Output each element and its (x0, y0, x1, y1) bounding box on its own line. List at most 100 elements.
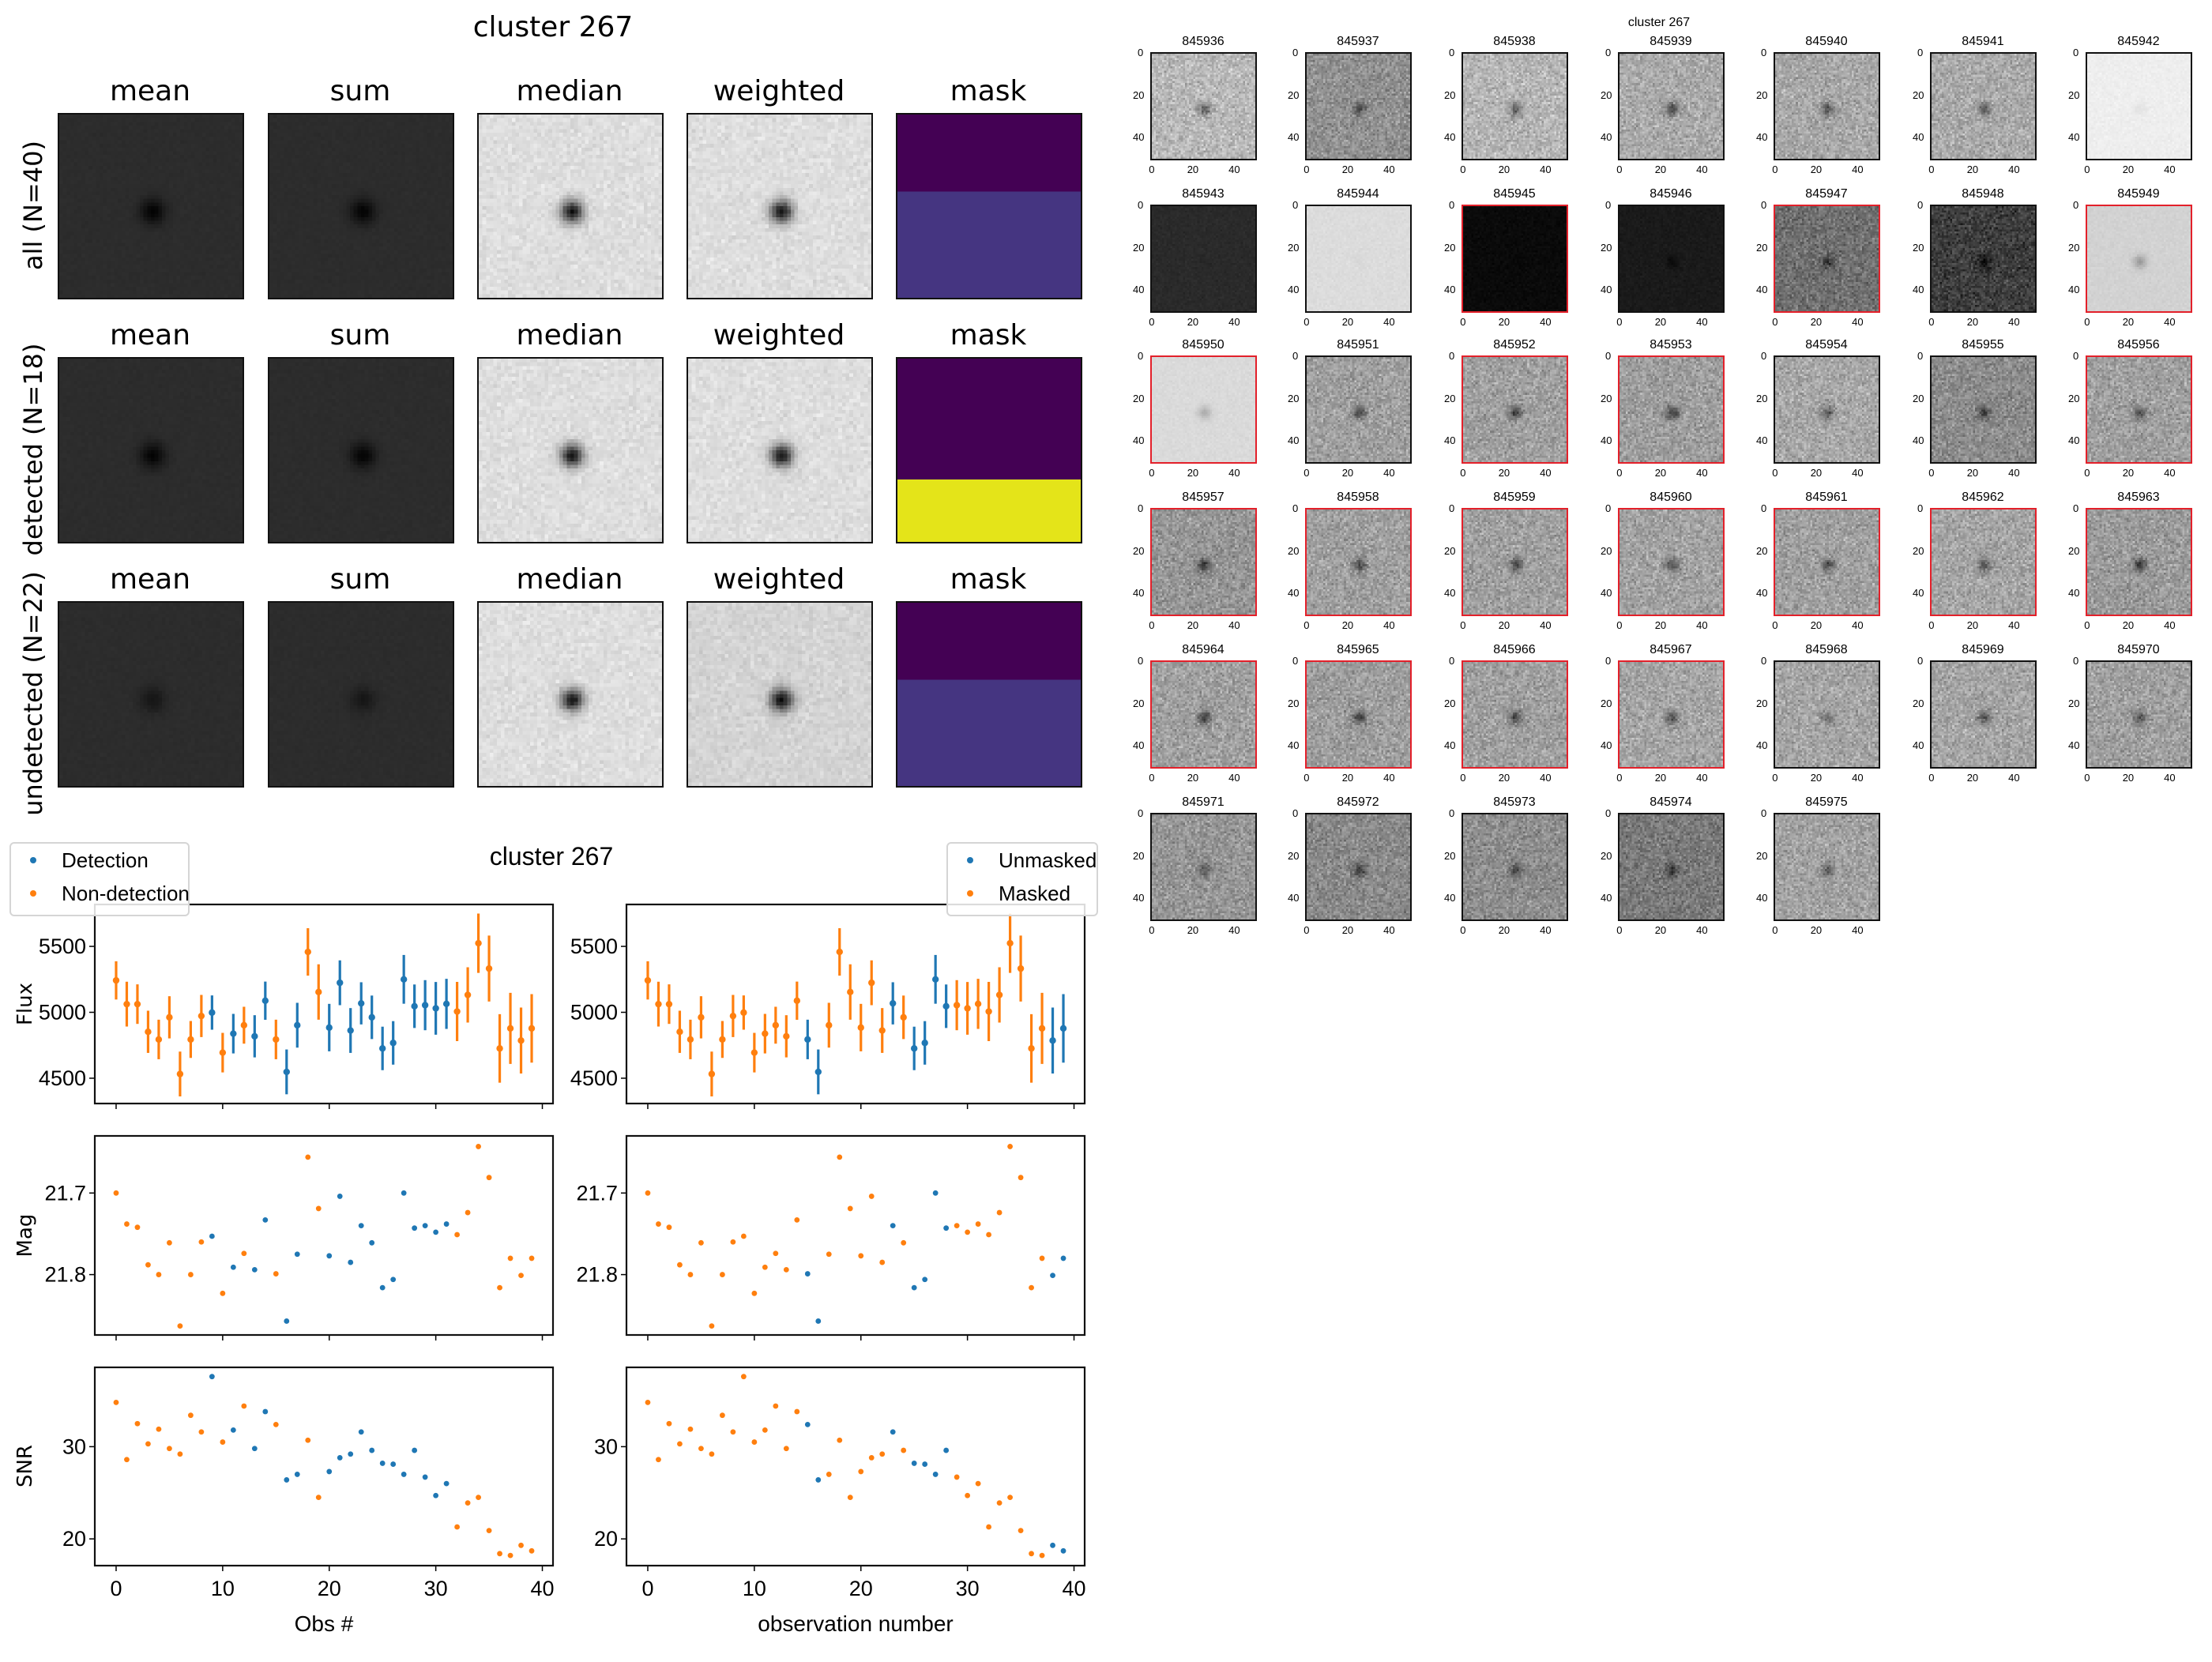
masked-point (687, 1426, 694, 1432)
masked-point (730, 1429, 736, 1435)
thumbnail-ytick-label: 40 (1133, 586, 1145, 599)
detection-point (433, 1492, 439, 1498)
masked-point (1039, 1255, 1045, 1262)
thumbnail-845966 (1462, 660, 1568, 769)
thumbnail-image (1775, 662, 1879, 767)
xtick-label: 20 (849, 1577, 873, 1600)
thumbnail-845955 (1930, 355, 2037, 464)
thumbnail-ytick-label: 40 (1601, 739, 1612, 751)
detection-point (401, 1190, 407, 1196)
unmasked-point (922, 1277, 928, 1283)
legend-mask: Unmasked Masked (946, 842, 1098, 916)
thumbnail-ytick-label: 40 (1444, 891, 1456, 904)
xtick-label: 0 (641, 1577, 653, 1600)
non-detection-point (123, 1000, 130, 1008)
thumbnail-845949 (2086, 205, 2192, 313)
masked-point (676, 1028, 683, 1036)
detection-point (294, 1251, 300, 1258)
thumbnail-xtick-label: 0 (1616, 924, 1623, 936)
thumbnail-title: 845966 (1493, 643, 1536, 656)
column-title-mean: mean (109, 75, 191, 107)
unmasked-point (943, 1447, 950, 1453)
masked-point (975, 1480, 981, 1487)
thumbnail-ytick-label: 20 (1288, 697, 1300, 709)
thumbnail-ytick-label: 40 (1756, 130, 1768, 143)
non-detection-point (453, 1008, 461, 1015)
thumbnail-xtick-label: 0 (1928, 467, 1935, 479)
non-detection-point (134, 1000, 141, 1008)
column-title-median: median (516, 563, 623, 596)
thumbnail-xtick-label: 20 (1187, 772, 1199, 784)
masked-point (645, 1190, 651, 1196)
thumbnail-xtick-label: 20 (1966, 164, 1979, 175)
non-detection-point (475, 939, 482, 947)
masked-point (677, 1441, 683, 1447)
stack-image-mean (58, 113, 244, 299)
stack-image-canvas (269, 603, 453, 786)
non-detection-point (156, 1272, 162, 1277)
thumbnail-image (2087, 357, 2191, 462)
thumbnail-xtick-label: 40 (1852, 619, 1864, 631)
thumbnail-ytick-label: 0 (1761, 199, 1767, 212)
thumbnail-xtick-label: 40 (2164, 467, 2176, 479)
non-detection-point (486, 1528, 492, 1534)
masked-point (644, 976, 652, 984)
detection-point (325, 1024, 333, 1032)
detection-point (433, 1229, 439, 1235)
thumbnail-ytick-label: 20 (1756, 392, 1768, 404)
masked-point (836, 948, 843, 956)
thumbnail-ytick-label: 20 (1756, 849, 1768, 862)
thumbnail-xtick-label: 0 (1460, 619, 1466, 631)
stack-image-weighted (687, 113, 873, 299)
thumbnail-845960 (1618, 508, 1725, 616)
column-title-sum: sum (329, 75, 391, 107)
detection-point (294, 1472, 300, 1477)
masked-point (868, 979, 875, 987)
unmasked-point (890, 1429, 896, 1435)
thumbnail-xtick-label: 0 (2084, 316, 2090, 328)
thumbnail-ytick-label: 0 (1138, 655, 1144, 667)
thumbnail-ytick-label: 0 (1449, 807, 1455, 820)
thumbnail-ytick-label: 40 (1133, 434, 1145, 446)
blue-dot-icon (30, 857, 36, 863)
non-detection-point (145, 1262, 151, 1268)
non-detection-point (220, 1290, 226, 1296)
thumbnail-xtick-label: 0 (1149, 924, 1155, 936)
thumbnail-title: 845965 (1337, 643, 1379, 656)
thumbnail-title: 845946 (1650, 187, 1692, 201)
thumbnail-845959 (1462, 508, 1568, 616)
masked-point (953, 1002, 961, 1009)
xtick-label: 10 (743, 1577, 766, 1600)
masked-point (698, 1239, 704, 1246)
thumbnail-ytick-label: 20 (1288, 241, 1300, 254)
thumbnail-image (1932, 510, 2035, 615)
thumbnail-ytick-label: 40 (1133, 283, 1145, 295)
thumbnail-ytick-label: 20 (1756, 241, 1768, 254)
non-detection-point (517, 1037, 525, 1044)
detection-point (379, 1461, 386, 1466)
thumbnail-xtick-label: 20 (2122, 619, 2135, 631)
thumbnail-ytick-label: 40 (1444, 434, 1456, 446)
thumbnail-ytick-label: 0 (1761, 807, 1767, 820)
thumbnail-title: 845959 (1493, 491, 1536, 504)
axes-right-mag: 21.7 21.8 (576, 1134, 1086, 1341)
thumbnail-845953 (1618, 355, 1725, 464)
ytick-label: 21.8 (576, 1263, 618, 1287)
thumbnail-title: 845939 (1650, 35, 1692, 48)
thumbnail-xtick-label: 0 (1304, 619, 1310, 631)
detection-point (368, 1013, 375, 1021)
detection-point (262, 1408, 269, 1415)
non-detection-point (167, 1239, 172, 1246)
column-title-mask: mask (950, 563, 1027, 596)
detection-point (209, 1374, 215, 1380)
masked-point (954, 1474, 960, 1480)
thumbnail-ytick-label: 40 (1133, 739, 1145, 751)
thumbnail-ytick-label: 40 (2068, 586, 2080, 599)
thumbnail-ytick-label: 0 (1761, 655, 1767, 667)
unmasked-point (1050, 1542, 1055, 1548)
thumbnail-ytick-label: 40 (1756, 891, 1768, 904)
non-detection-point (113, 1190, 119, 1196)
detection-point (400, 976, 408, 983)
masked-point (975, 1221, 981, 1227)
thumbnail-xtick-label: 0 (1928, 316, 1935, 328)
